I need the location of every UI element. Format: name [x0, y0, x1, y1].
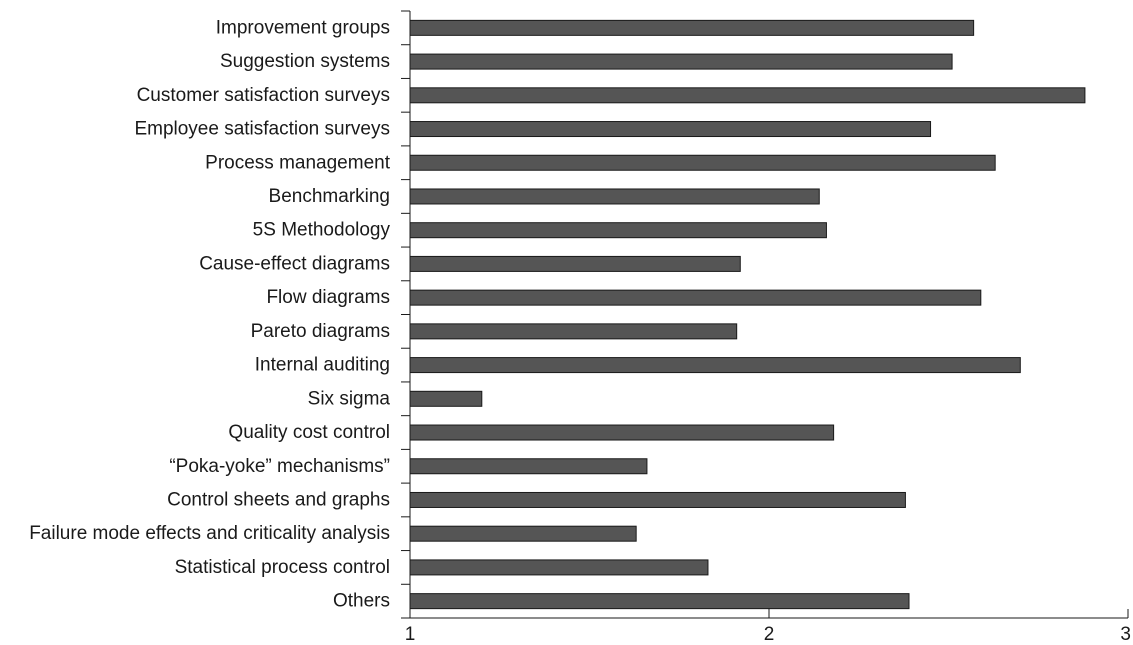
category-label: Pareto diagrams	[251, 321, 390, 342]
bar	[409, 188, 820, 205]
category-label: Suggestion systems	[220, 51, 390, 72]
bar	[409, 491, 906, 508]
bar	[409, 53, 953, 70]
category-label: Others	[333, 591, 390, 612]
category-label: Six sigma	[308, 388, 391, 409]
bar	[409, 255, 741, 272]
category-label: Flow diagrams	[266, 287, 390, 308]
category-label: Internal auditing	[255, 355, 390, 376]
bar	[409, 458, 648, 475]
y-ticks-group	[401, 10, 410, 619]
category-label: Improvement groups	[216, 17, 390, 38]
bar	[409, 154, 996, 171]
x-tick-label: 3	[1120, 624, 1131, 645]
x-ticks-group: 1 2 3	[405, 609, 1131, 645]
x-tick-label: 1	[405, 624, 416, 645]
bar	[409, 593, 910, 610]
bar	[409, 559, 709, 576]
bar	[409, 525, 637, 542]
x-tick-label: 2	[764, 624, 775, 645]
category-label: Statistical process control	[175, 557, 390, 578]
category-label: Quality cost control	[228, 422, 390, 443]
category-label: Cause-effect diagrams	[199, 253, 390, 274]
bar	[409, 424, 835, 441]
bar	[409, 390, 483, 407]
bar	[409, 19, 975, 36]
category-label: Failure mode effects and criticality ana…	[29, 523, 390, 544]
bars-group	[409, 19, 1086, 610]
category-label: Process management	[205, 152, 391, 173]
category-label: “Poka-yoke” mechanisms”	[169, 456, 390, 477]
bar	[409, 289, 982, 306]
category-label: Employee satisfaction surveys	[134, 119, 390, 140]
category-label: 5S Methodology	[253, 220, 391, 241]
bar	[409, 87, 1086, 104]
category-labels-group: Improvement groups Suggestion systems Cust…	[29, 17, 391, 611]
category-label: Benchmarking	[269, 186, 390, 207]
bar	[409, 222, 827, 239]
bar	[409, 357, 1021, 374]
category-label: Customer satisfaction surveys	[137, 85, 390, 106]
category-label: Control sheets and graphs	[167, 489, 390, 510]
bar	[409, 323, 738, 340]
bar	[409, 121, 932, 138]
